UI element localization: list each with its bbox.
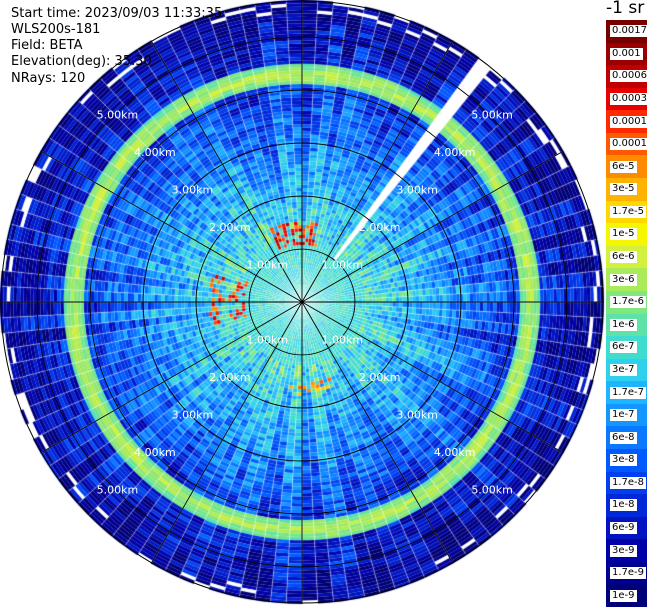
azimuth-line [301,301,454,564]
colorbar-tick-label: 1e-9 [610,589,637,602]
colorbar-tick-label: 1.7e-8 [610,476,647,489]
azimuth-line [40,150,303,303]
colorbar-title: -1 sr [606,0,645,18]
range-ring-label: 2.00km [209,371,251,384]
range-ring-label: 1.00km [247,333,289,346]
colorbar-tick-label: 0.001 [610,47,643,60]
azimuth-line [301,40,454,303]
range-ring-label: 3.00km [172,408,214,421]
colorbar-tick-label: 6e-9 [610,521,637,534]
colorbar-tick-label: 1.7e-6 [610,296,647,309]
range-ring-label: 5.00km [97,483,139,496]
outer-boundary [0,0,604,604]
colorbar: 0.0017 0.001 0.0006 0.0003 0.00017 0.0001 6e-5… [606,20,647,607]
range-ring-label: 2.00km [359,371,401,384]
range-ring-label: 5.00km [97,109,139,122]
range-ring-label: 4.00km [434,446,476,459]
range-ring-label: 3.00km [172,184,214,197]
colorbar-tick-label: 1.7e-9 [610,567,647,580]
range-ring-label: 4.00km [134,446,176,459]
colorbar-tick-label: 1.7e-7 [610,386,647,399]
colorbar-tick-label: 6e-7 [610,341,637,354]
colorbar-tick-label: 6e-5 [610,160,637,173]
range-ring-label: 2.00km [359,221,401,234]
azimuth-line [150,40,303,303]
range-ring-label: 2.00km [209,221,251,234]
colorbar-tick-label: 3e-9 [610,544,637,557]
range-ring-label: 3.00km [396,184,438,197]
colorbar-tick-label: 0.0001 [610,138,647,151]
start-time-label: Start time: 2023/09/03 11:33:35 [11,6,223,21]
colorbar-tick-label: 0.00017 [610,115,647,128]
azimuth-line [40,301,303,454]
elevation-label: Elevation(deg): 35.30 [11,54,152,69]
range-ring-label: 3.00km [396,408,438,421]
range-ring-label: 1.00km [247,259,289,272]
colorbar-tick-label: 3e-8 [610,454,637,467]
colorbar-tick-label: 1.7e-5 [610,205,647,218]
colorbar-tick-label: 1e-8 [610,499,637,512]
colorbar-tick-label: 3e-7 [610,363,637,376]
azimuth-line [150,301,303,564]
colorbar-tick-label: 1e-5 [610,228,637,241]
range-ring-label: 1.00km [321,333,363,346]
range-ring-label: 5.00km [471,109,513,122]
colorbar-tick-label: 3e-6 [610,273,637,286]
range-ring-label: 4.00km [134,146,176,159]
field-label: Field: BETA [11,38,83,53]
nrays-label: NRays: 120 [11,71,86,86]
azimuth-line [301,150,564,303]
colorbar-tick-label: 3e-5 [610,183,637,196]
colorbar-tick-label: 1e-7 [610,409,637,422]
range-ring-label: 5.00km [471,483,513,496]
instrument-label: WLS200s-181 [11,22,101,37]
range-ring-label: 4.00km [434,146,476,159]
colorbar-tick-label: 0.0017 [610,25,647,38]
colorbar-tick-label: 0.0006 [610,70,647,83]
colorbar-tick-label: 1e-6 [610,318,637,331]
azimuth-line [301,301,564,454]
colorbar-tick-label: 6e-8 [610,431,637,444]
range-ring-overlay: 1.00km 1.00km 1.00km 1.00km 2.00km 2.00km 2.00… [0,0,604,604]
colorbar-tick-label: 6e-6 [610,251,637,264]
colorbar-tick-label: 0.0003 [610,93,647,106]
range-ring-label: 1.00km [321,259,363,272]
